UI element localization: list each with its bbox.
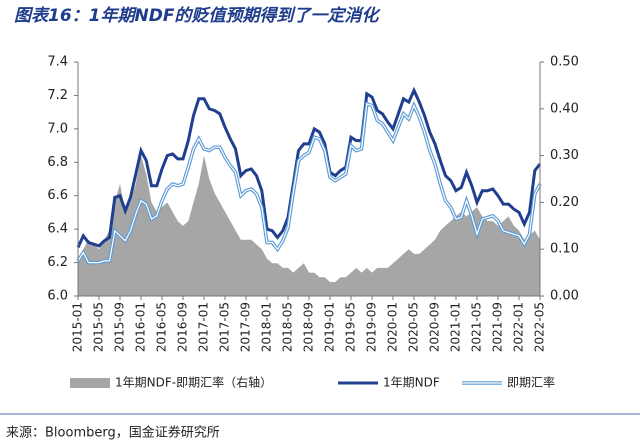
x-tick-label: 2021-01 xyxy=(449,302,463,352)
y-tick-label: 6.6 xyxy=(47,188,68,203)
x-tick-label: 2021-05 xyxy=(470,302,484,352)
source: 来源：Bloomberg，国金证券研究所 xyxy=(6,425,220,441)
y2-tick-label: 0.10 xyxy=(550,242,579,257)
y-tick-label: 7.0 xyxy=(47,121,68,136)
legend-label: 1年期NDF-即期汇率（右轴） xyxy=(115,375,272,390)
y-tick-label: 6.0 xyxy=(47,289,68,304)
x-tick-label: 2019-09 xyxy=(365,302,379,352)
x-tick-label: 2018-09 xyxy=(302,302,316,352)
y2-tick-label: 0.20 xyxy=(550,195,579,210)
chart-title: 图表16：1年期NDF的贬值预期得到了一定消化 xyxy=(14,6,381,26)
y2-tick-label: 0.50 xyxy=(550,55,579,70)
spot-line-inner xyxy=(77,103,541,264)
x-tick-label: 2020-09 xyxy=(428,302,442,352)
y-tick-label: 6.4 xyxy=(47,222,68,237)
x-tick-label: 2017-09 xyxy=(239,302,253,352)
x-tick-label: 2020-01 xyxy=(386,302,400,352)
x-tick-label: 2021-09 xyxy=(491,302,505,352)
y2-tick-label: 0.00 xyxy=(550,289,579,304)
legend-swatch xyxy=(70,378,110,388)
legend-item: 即期汇率 xyxy=(462,375,555,390)
legend-item: 1年期NDF xyxy=(338,376,440,390)
spread-area xyxy=(78,155,540,296)
legend-label: 1年期NDF xyxy=(383,376,440,390)
x-tick-label: 2015-05 xyxy=(92,302,106,352)
x-tick-label: 2019-01 xyxy=(323,302,337,352)
x-tick-label: 2016-01 xyxy=(134,302,148,352)
y-tick-label: 7.4 xyxy=(47,55,68,70)
x-tick-label: 2017-01 xyxy=(197,302,211,352)
y2-tick-label: 0.40 xyxy=(550,101,579,116)
x-tick-label: 2018-01 xyxy=(260,302,274,352)
ndf-line xyxy=(76,86,542,249)
y-tick-label: 6.2 xyxy=(47,255,68,270)
legend-item: 1年期NDF-即期汇率（右轴） xyxy=(70,375,272,390)
x-tick-label: 2015-09 xyxy=(113,302,127,352)
y-tick-label: 7.2 xyxy=(47,88,68,103)
x-tick-label: 2017-05 xyxy=(218,302,232,352)
x-tick-label: 2016-09 xyxy=(176,302,190,352)
y2-tick-label: 0.30 xyxy=(550,148,579,163)
legend-label: 即期汇率 xyxy=(507,375,555,390)
x-tick-label: 2022-01 xyxy=(512,302,526,352)
x-tick-label: 2016-05 xyxy=(155,302,169,352)
x-tick-label: 2015-01 xyxy=(71,302,85,352)
x-tick-label: 2022-05 xyxy=(533,302,547,352)
y-tick-label: 6.8 xyxy=(47,155,68,170)
x-tick-label: 2020-05 xyxy=(407,302,421,352)
x-tick-label: 2018-05 xyxy=(281,302,295,352)
x-tick-label: 2019-05 xyxy=(344,302,358,352)
